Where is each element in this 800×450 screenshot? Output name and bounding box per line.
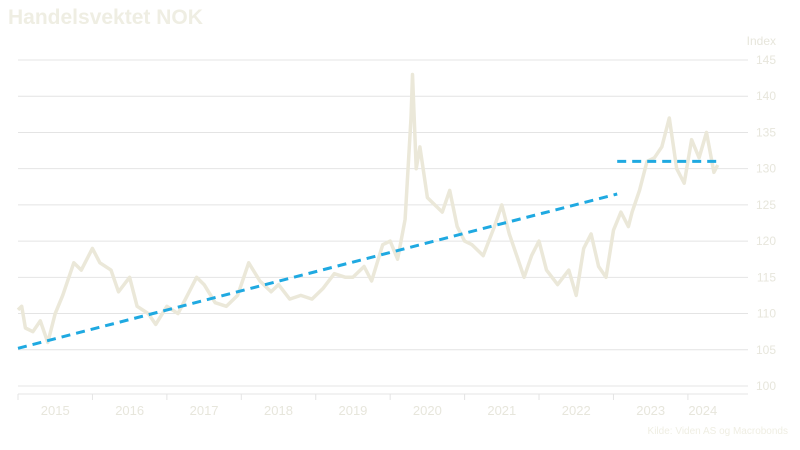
y-tick-label: 145 [756, 53, 776, 67]
y-tick-labels: 100 105 110 115 120 125 130 135 140 145 [756, 53, 776, 393]
y-tick-label: 140 [756, 89, 776, 103]
x-tick-label: 2024 [688, 403, 717, 418]
nok-index-line [16, 72, 720, 345]
y-tick-label: 100 [756, 379, 776, 393]
source-note: Kilde: Viden AS og Macrobonds [647, 426, 788, 437]
x-tick-label: 2021 [487, 403, 516, 418]
x-axis: 2015 2016 2017 2018 2019 2020 2021 2022 2023 2024 [17, 393, 748, 418]
x-tick-label: 2016 [115, 403, 144, 418]
y-tick-label: 115 [757, 270, 776, 284]
y-tick-label: 105 [756, 343, 776, 357]
x-tick-label: 2019 [338, 403, 367, 418]
y-tick-label: 120 [756, 234, 776, 248]
x-tick-label: 2023 [636, 403, 665, 418]
y-tick-label: 135 [756, 125, 776, 139]
y-tick-label: 125 [756, 198, 776, 212]
x-tick-label: 2017 [190, 403, 219, 418]
x-tick-label: 2020 [413, 403, 442, 418]
y-tick-label: 110 [757, 307, 776, 321]
chart-title: Handelsvektet NOK [8, 6, 203, 29]
x-tick-label: 2015 [41, 403, 70, 418]
gridlines [18, 59, 748, 387]
y-tick-label: 130 [756, 162, 776, 176]
y-axis-label: Index [747, 34, 776, 48]
trend-line [17, 192, 618, 350]
series-layer [16, 72, 720, 350]
x-tick-label: 2018 [264, 403, 293, 418]
x-tick-label: 2022 [562, 403, 591, 418]
